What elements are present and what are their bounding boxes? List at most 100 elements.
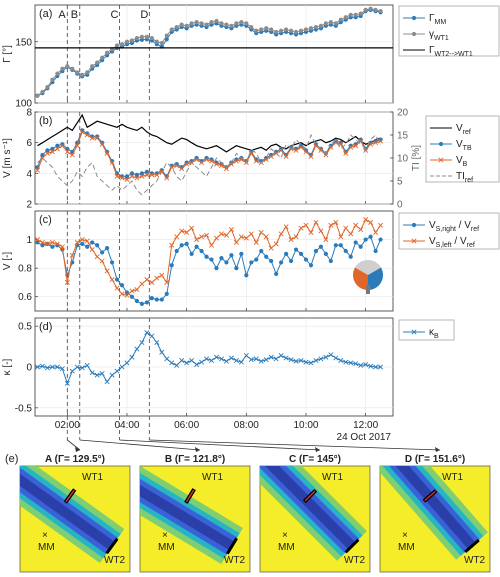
mm-label: MM (158, 542, 175, 553)
point-V_S,left / V_ref (164, 279, 170, 285)
point-κ_B (69, 368, 75, 374)
point-V_S,right / V_ref (129, 294, 135, 299)
point-V_S,right / V_ref (139, 301, 145, 306)
point-κ_B (64, 380, 70, 386)
wake-map-title: B (Γ= 121.8°) (165, 454, 225, 465)
point-κ_B (54, 364, 60, 370)
panel-tag: (c) (39, 214, 52, 226)
point-κ_B (373, 364, 379, 370)
point-V_S,left / V_ref (64, 279, 70, 285)
point-γ_WT1 (85, 70, 90, 75)
point-V_TB (50, 146, 55, 151)
tick-label-y2: 20 (397, 108, 409, 119)
point-V_S,left / V_ref (169, 242, 175, 248)
point-V_S,right / V_ref (95, 243, 100, 248)
point-V_S,left / V_ref (273, 241, 279, 247)
wt2-label: WT2 (224, 555, 246, 566)
sector (353, 267, 368, 290)
wake-map-D: D (Γ= 151.6°) WT1 ×MM WT2 (379, 454, 491, 573)
point-V_B (134, 175, 140, 181)
point-V_B (179, 166, 185, 172)
point-γ_WT1 (229, 23, 234, 28)
legend-label: Vref (456, 123, 471, 136)
arrow-head (435, 447, 440, 452)
point-V_S,left / V_ref (343, 225, 349, 231)
point-γ_WT1 (244, 21, 249, 26)
point-γ_WT1 (159, 40, 164, 46)
tick-label-y: 4 (26, 169, 32, 180)
point-V_S,left / V_ref (54, 241, 60, 247)
wt1-label: WT1 (82, 472, 104, 483)
wt2-rotor (344, 538, 360, 554)
series-line-V_TB (37, 129, 381, 178)
point-κ_B (104, 379, 110, 385)
legend-label: VB (456, 155, 468, 168)
point-V_S,left / V_ref (69, 252, 75, 258)
point-γ_WT1 (75, 70, 80, 75)
event-label-D: D (140, 9, 148, 21)
point-V_S,right / V_ref (234, 266, 239, 271)
tick-label-y: 0.5 (18, 322, 32, 333)
point-κ_B (218, 356, 224, 362)
point-γ_WT1 (323, 21, 328, 26)
point-V_S,right / V_ref (40, 243, 45, 248)
point-V_S,left / V_ref (278, 231, 284, 237)
arrow-head (75, 447, 80, 452)
point-V_S,left / V_ref (199, 234, 205, 240)
point-V_B (34, 167, 41, 173)
y2-axis-label: TI [%] (411, 145, 422, 171)
point-V_S,right / V_ref (189, 251, 194, 256)
point-V_B (373, 140, 379, 146)
point-γ_WT1 (283, 27, 289, 32)
wt1-rotor-inner (424, 490, 436, 502)
tick-label-x: 10:00 (293, 420, 318, 431)
point-κ_B (223, 358, 229, 364)
point-V_S,right / V_ref (134, 298, 140, 304)
wake-band (20, 473, 115, 551)
point-κ_B (144, 330, 150, 336)
point-V_S,left / V_ref (223, 232, 229, 238)
point-V_S,left / V_ref (74, 239, 80, 245)
point-V_S,left / V_ref (204, 232, 210, 238)
point-κ_B (79, 365, 85, 371)
series-line-κ_B (37, 331, 381, 385)
point-V_S,right / V_ref (358, 244, 363, 249)
point-V_S,left / V_ref (313, 219, 319, 225)
point-γ_WT1 (298, 28, 304, 33)
point-κ_B (273, 356, 279, 362)
point-V_S,left / V_ref (174, 234, 180, 240)
point-V_S,right / V_ref (313, 248, 319, 254)
point-V_S,right / V_ref (274, 271, 279, 276)
point-κ_B (74, 364, 80, 370)
point-γ_WT1 (234, 21, 239, 26)
point-V_S,right / V_ref (249, 260, 254, 265)
point-γ_WT1 (373, 7, 378, 12)
wt1-label: WT1 (202, 472, 224, 483)
arrow-head (195, 447, 200, 452)
series-line-Γ_MM (37, 9, 381, 97)
legend-a: ΓMM γWT1 ΓWT2-->WT1 (398, 5, 500, 58)
point-V_S,left / V_ref (104, 268, 110, 274)
point-V_B (218, 163, 224, 169)
point-κ_B (338, 357, 344, 363)
legend-label: VS,left / Vref (429, 236, 475, 249)
point-V_B (268, 153, 274, 159)
connector-arrow (67, 439, 81, 451)
point-Γ_MM (139, 37, 145, 42)
wake-field (260, 466, 367, 561)
mm-marker: × (162, 530, 168, 541)
point-V_S,left / V_ref (328, 222, 334, 228)
point-V_B (308, 153, 314, 159)
point-V_S,left / V_ref (338, 234, 344, 240)
legend-label: VTB (456, 139, 472, 152)
point-V_S,right / V_ref (308, 263, 314, 268)
point-V_B (149, 172, 155, 178)
point-κ_B (59, 366, 65, 372)
point-V_S,right / V_ref (164, 291, 169, 296)
point-γ_WT1 (363, 7, 368, 12)
point-γ_WT1 (194, 20, 199, 25)
point-κ_B (248, 357, 254, 363)
point-γ_WT1 (184, 23, 189, 28)
series-line-γ_WT1 (37, 8, 381, 97)
mm-marker: × (42, 530, 48, 541)
